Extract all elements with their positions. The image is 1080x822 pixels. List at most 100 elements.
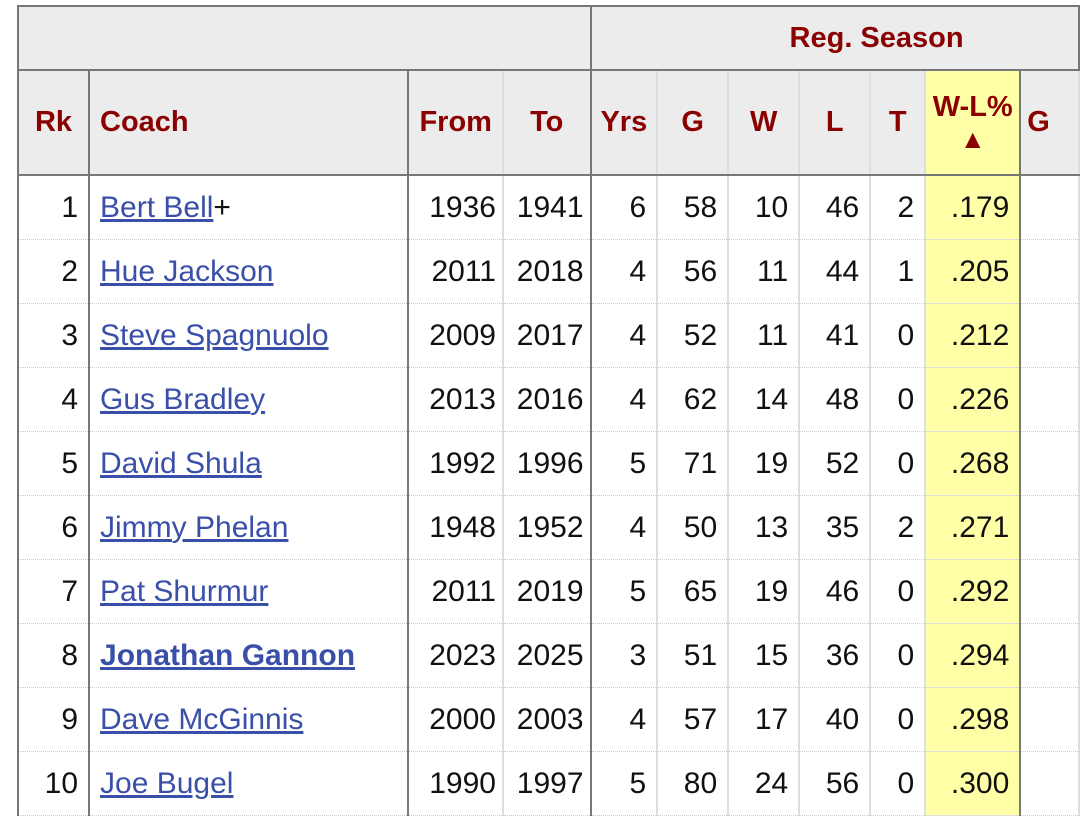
cell-rank: 10 [16,751,91,816]
cell-g-playoffs [1019,687,1080,752]
cell-w: 19 [727,431,801,496]
cell-coach: Gus Bradley [88,367,410,432]
col-yrs[interactable]: Yrs [589,69,659,176]
cell-w: 11 [727,239,801,304]
cell-wl-pct: .205 [924,239,1022,304]
cell-wl-pct: .298 [924,687,1022,752]
header-group-reg-season: Reg. Season [589,5,1080,71]
cell-coach: David Shula [88,431,410,496]
cell-l: 44 [798,239,872,304]
cell-yrs: 4 [589,687,659,752]
cell-wl-pct: .212 [924,303,1022,368]
col-w[interactable]: W [727,69,801,176]
cell-w: 13 [727,495,801,560]
cell-yrs: 5 [589,559,659,624]
cell-from: 2013 [407,367,504,432]
cell-t: 0 [869,303,927,368]
cell-to: 1941 [501,175,592,240]
col-l[interactable]: L [798,69,872,176]
cell-rank: 3 [16,303,91,368]
table-row: 9 Dave McGinnis 2000 2003 4 57 17 40 0.298 [16,687,1080,752]
cell-g: 50 [656,495,730,560]
cell-to: 2003 [501,687,592,752]
cell-g: 52 [656,303,730,368]
coach-link[interactable]: Pat Shurmur [100,574,269,608]
cell-l: 40 [798,687,872,752]
cell-wl-pct: .294 [924,623,1022,688]
cell-w: 10 [727,175,801,240]
cell-wl-pct: .292 [924,559,1022,624]
cell-from: 2000 [407,687,504,752]
cell-from: 1990 [407,751,504,816]
cell-g-playoffs [1019,431,1080,496]
cell-wl-pct: .300 [924,751,1022,816]
cell-g: 58 [656,175,730,240]
cell-to: 1997 [501,751,592,816]
coach-link[interactable]: David Shula [100,446,262,480]
cell-g-playoffs [1019,751,1080,816]
cell-to: 1996 [501,431,592,496]
table-row: 10 Joe Bugel 1990 1997 5 80 24 56 0.300 [16,751,1080,816]
cell-to: 2018 [501,239,592,304]
cell-t: 0 [869,431,927,496]
cell-rank: 2 [16,239,91,304]
cell-coach: Pat Shurmur [88,559,410,624]
cell-coach: Steve Spagnuolo [88,303,410,368]
table-row: 2 Hue Jackson 2011 2018 4 56 11 44 1.205 [16,239,1080,304]
col-t[interactable]: T [869,69,927,176]
hof-marker: + [213,190,231,224]
cell-from: 1948 [407,495,504,560]
col-rk[interactable]: Rk [16,69,91,176]
table-row: 7 Pat Shurmur 2011 2019 5 65 19 46 0.292 [16,559,1080,624]
cell-g: 62 [656,367,730,432]
cell-rank: 4 [16,367,91,432]
cell-w: 15 [727,623,801,688]
coach-link[interactable]: Hue Jackson [100,254,274,288]
cell-to: 2025 [501,623,592,688]
coach-link[interactable]: Dave McGinnis [100,702,304,736]
cell-g-playoffs [1019,303,1080,368]
cell-w: 11 [727,303,801,368]
cell-to: 2016 [501,367,592,432]
cell-g-playoffs [1019,559,1080,624]
cell-yrs: 5 [589,751,659,816]
coach-link[interactable]: Gus Bradley [100,382,266,416]
cell-rank: 1 [16,175,91,240]
cell-rank: 7 [16,559,91,624]
coach-link[interactable]: Jimmy Phelan [100,510,289,544]
coaches-table: Reg. Season Rk Coach From To Yrs G W L T… [16,5,1080,816]
coach-link[interactable]: Joe Bugel [100,766,234,800]
cell-l: 52 [798,431,872,496]
cell-from: 1936 [407,175,504,240]
cell-coach: Jimmy Phelan [88,495,410,560]
cell-l: 46 [798,175,872,240]
cell-yrs: 4 [589,239,659,304]
cell-yrs: 5 [589,431,659,496]
cell-yrs: 6 [589,175,659,240]
col-coach[interactable]: Coach [88,69,410,176]
col-g-playoffs[interactable]: G [1019,69,1080,176]
coach-link[interactable]: Bert Bell [100,190,214,224]
cell-t: 0 [869,687,927,752]
cell-w: 17 [727,687,801,752]
table-row: 4 Gus Bradley 2013 2016 4 62 14 48 0.226 [16,367,1080,432]
coach-link[interactable]: Jonathan Gannon [100,638,356,672]
sort-ascending-icon: ▲ [959,124,986,155]
coach-link[interactable]: Steve Spagnuolo [100,318,329,352]
table-row: 3 Steve Spagnuolo 2009 2017 4 52 11 41 0.212 [16,303,1080,368]
cell-yrs: 4 [589,303,659,368]
cell-wl-pct: .226 [924,367,1022,432]
cell-rank: 9 [16,687,91,752]
cell-g-playoffs [1019,175,1080,240]
table-row: 5 David Shula 1992 1996 5 71 19 52 0.268 [16,431,1080,496]
cell-g: 56 [656,239,730,304]
cell-from: 2011 [407,559,504,624]
col-to[interactable]: To [501,69,592,176]
col-g[interactable]: G [656,69,730,176]
cell-from: 1992 [407,431,504,496]
cell-l: 41 [798,303,872,368]
coaches-table-container: Reg. Season Rk Coach From To Yrs G W L T… [16,5,1080,816]
col-wl-pct[interactable]: W-L% ▲ [924,69,1022,176]
col-from[interactable]: From [407,69,504,176]
cell-from: 2011 [407,239,504,304]
